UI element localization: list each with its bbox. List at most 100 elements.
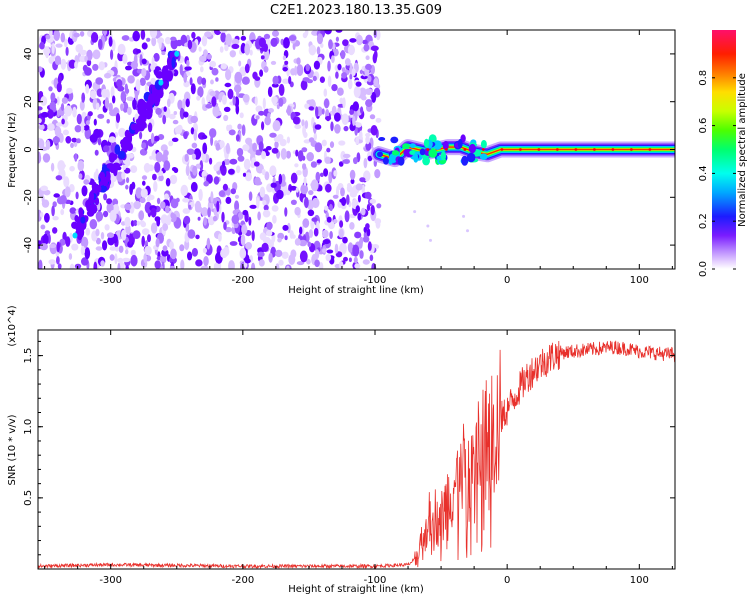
heatmap-cell: [40, 224, 46, 230]
heatmap-cell: [109, 210, 117, 222]
heatmap-cell: [211, 67, 219, 76]
heatmap-cell: [234, 200, 240, 212]
heatmap-cell: [376, 203, 382, 209]
heatmap-cell: [358, 238, 363, 249]
heatmap-cell: [125, 265, 129, 269]
heatmap-cell: [80, 236, 89, 249]
heatmap-cell: [373, 78, 379, 87]
heatmap-y-tick-label: -20: [23, 189, 34, 205]
heatmap-cell: [61, 97, 68, 104]
heatmap-cell: [74, 153, 78, 162]
heatmap-cell: [85, 84, 90, 94]
heatmap-cell: [161, 249, 169, 257]
heatmap-cell: [272, 120, 281, 132]
colorbar-tick-label: 0.4: [698, 165, 709, 181]
signal-onset-cell: [391, 150, 400, 156]
heatmap-cell: [158, 37, 162, 50]
heatmap-cell: [42, 153, 51, 163]
heatmap-cell: [371, 91, 377, 103]
heatmap-cell: [365, 88, 373, 95]
heatmap-cell: [347, 242, 354, 253]
heatmap-cell: [242, 172, 247, 177]
heatmap-cell: [95, 102, 100, 111]
heatmap-cell: [207, 207, 211, 218]
heatmap-cell: [153, 180, 158, 192]
heatmap-cell: [108, 102, 113, 113]
colorbar: 0.0 0.2 0.4 0.6 0.8 Normalized spectral ampl…: [698, 30, 748, 277]
heatmap-cell: [131, 181, 136, 190]
heatmap-cell: [130, 254, 138, 267]
heatmap-cell: [108, 136, 116, 143]
heatmap-cell: [266, 221, 273, 230]
heatmap-cell: [215, 77, 219, 82]
heatmap-cell: [141, 228, 150, 236]
heatmap-x-tick-label: -300: [99, 275, 122, 286]
heatmap-cell: [353, 256, 358, 264]
heatmap-cell: [149, 155, 154, 160]
heatmap-cell: [329, 141, 335, 149]
heatmap-cell: [230, 188, 236, 195]
heatmap-cell: [224, 44, 229, 52]
heatmap-cell: [180, 184, 189, 197]
heatmap-cell: [170, 212, 175, 220]
heatmap-cell: [209, 90, 216, 97]
snr-ticks: -300 -200 -100 0 100 0.5 1.0 1.5: [23, 330, 675, 586]
heatmap-cell: [328, 171, 333, 184]
heatmap-cell: [227, 88, 234, 100]
heatmap-cell: [218, 190, 226, 197]
heatmap-cell: [318, 185, 323, 192]
heatmap-cell: [64, 186, 71, 198]
heatmap-cell: [334, 112, 341, 122]
heatmap-cell: [220, 32, 226, 43]
heatmap-cell: [347, 44, 355, 56]
heatmap-cell: [213, 30, 222, 36]
heatmap-signal-line: [371, 134, 675, 168]
snr-x-tick-label: -300: [99, 575, 122, 586]
heatmap-cell: [146, 196, 151, 202]
heatmap-cell: [267, 86, 273, 98]
heatmap-cell: [311, 197, 320, 209]
heatmap-cell: [213, 176, 220, 185]
heatmap-cell: [266, 229, 273, 237]
heatmap-cell: [146, 37, 151, 42]
heatmap-cell: [278, 173, 283, 185]
heatmap-cell: [48, 86, 53, 92]
heatmap-cell: [325, 254, 332, 262]
heatmap-cell: [75, 44, 83, 53]
heatmap-cell: [204, 243, 213, 256]
heatmap-cell: [236, 165, 241, 174]
heatmap-cell: [338, 161, 344, 167]
heatmap-cell: [150, 77, 157, 85]
heatmap-cell: [310, 161, 317, 168]
heatmap-streak-cell: [99, 185, 108, 193]
heatmap-cell: [352, 101, 359, 112]
heatmap-cell: [357, 212, 362, 221]
snr-x-tick-label: -200: [231, 575, 254, 586]
heatmap-cell: [121, 229, 127, 241]
heatmap-peak-cell: [174, 50, 180, 57]
heatmap-cell: [305, 63, 310, 72]
heatmap-cell: [219, 165, 224, 173]
signal-onset-cell: [428, 148, 438, 158]
heatmap-cell: [159, 254, 167, 264]
signal-onset-cell: [442, 140, 449, 151]
heatmap-cell: [164, 193, 169, 200]
heatmap-cell: [333, 170, 338, 177]
heatmap-cell: [296, 261, 305, 266]
heatmap-y-axis-label: Frequency (Hz): [7, 112, 18, 188]
heatmap-streak-cell: [171, 56, 176, 69]
heatmap-cell: [290, 199, 297, 205]
heatmap-cell: [50, 92, 56, 102]
figure-title: C2E1.2023.180.13.35.G09: [270, 3, 442, 18]
heatmap-cell: [275, 249, 283, 258]
heatmap-cell: [272, 30, 279, 37]
heatmap-cell: [184, 153, 189, 162]
heatmap-x-axis-label: Height of straight line (km): [288, 285, 424, 296]
heatmap-cell: [147, 122, 153, 133]
heatmap-cell: [57, 263, 62, 269]
heatmap-cell: [366, 203, 371, 212]
heatmap-cell: [108, 36, 113, 47]
heatmap-cell: [349, 73, 353, 80]
heatmap-cell: [184, 66, 192, 71]
heatmap-cell: [151, 56, 155, 68]
